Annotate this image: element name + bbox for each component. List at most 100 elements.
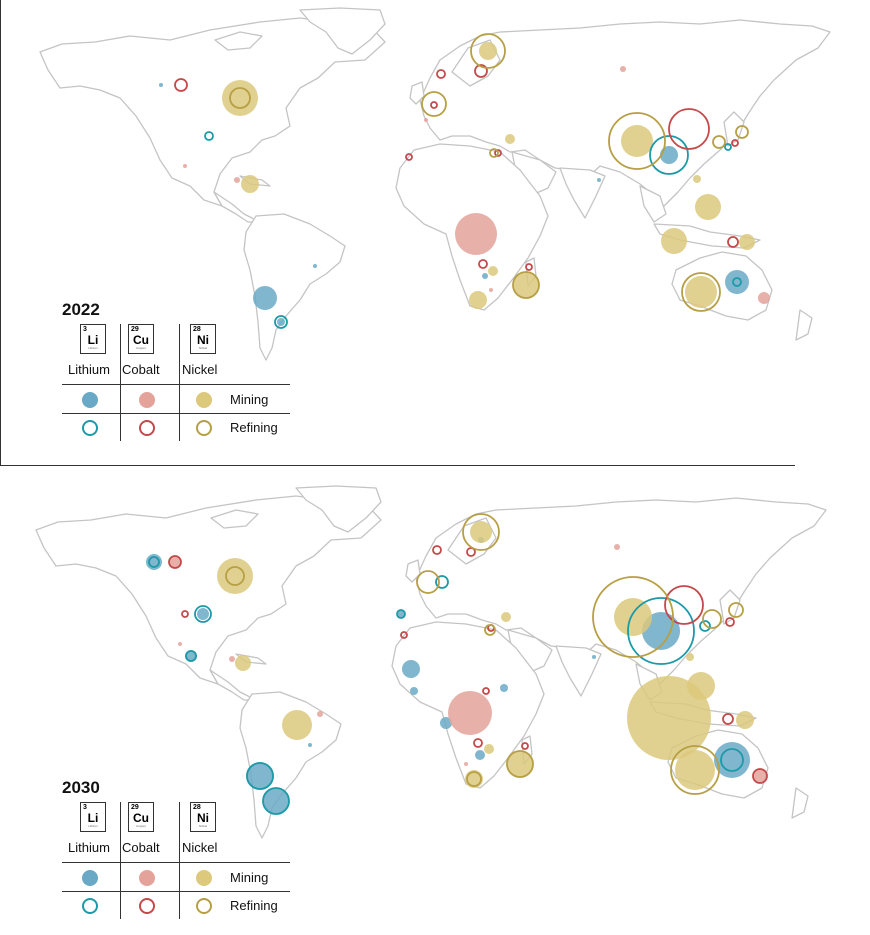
nickel-mining-marker (675, 750, 715, 790)
lithium-mining-marker (246, 762, 274, 790)
element-tile-name: Nickel (198, 346, 208, 350)
atomic-number: 29 (131, 804, 139, 811)
element-tile-name: Copper (136, 824, 146, 828)
element-name: Cobalt (122, 362, 160, 377)
cobalt-refining-marker (521, 742, 529, 750)
nickel-mining-marker (501, 612, 511, 622)
nickel-refining-swatch (196, 898, 212, 914)
nickel-mining-marker (282, 710, 312, 740)
element-tile: 29 Cu Copper (128, 802, 154, 832)
cobalt-refining-marker (494, 149, 502, 157)
india (555, 645, 602, 697)
legend-rule (62, 413, 290, 414)
map-panel-2022: 2022 3 Li Lithium Lithium 29 Cu Copper C… (0, 0, 870, 466)
nickel-mining-marker (479, 42, 497, 60)
atomic-number: 28 (193, 804, 201, 811)
world-map-2030 (35, 485, 827, 839)
cobalt-mining-marker (448, 691, 492, 735)
nickel-refining-marker (681, 272, 721, 312)
cobalt-mining-marker (614, 544, 620, 550)
nickel-refining-swatch (196, 420, 212, 436)
element-name: Lithium (68, 362, 110, 377)
cobalt-mining-marker (317, 711, 323, 717)
legend-rule (62, 891, 290, 892)
cobalt-refining-marker (725, 617, 735, 627)
cobalt-mining-marker (183, 164, 187, 168)
north-america (39, 17, 386, 207)
nickel-refining-marker (484, 624, 496, 636)
element-name: Nickel (182, 840, 218, 855)
nickel-mining-marker (469, 291, 487, 309)
nickel-refining-marker (670, 745, 720, 795)
element-tile: 28 Ni Nickel (190, 324, 216, 354)
lithium-refining-marker (720, 748, 744, 772)
nickel-mining-marker (470, 521, 492, 543)
lithium-refining-marker (148, 556, 160, 568)
atomic-number: 29 (131, 326, 139, 333)
legend-rule (62, 862, 290, 863)
cobalt-refining-marker (525, 263, 533, 271)
element-name: Nickel (182, 362, 218, 377)
element-name: Lithium (68, 840, 110, 855)
nickel-refining-marker (608, 112, 666, 170)
element-symbol: Cu (133, 811, 149, 825)
cobalt-refining-marker (473, 738, 483, 748)
legend-mining-label: Mining (230, 870, 269, 885)
legend-divider (179, 802, 180, 919)
lithium-refining-marker (649, 135, 689, 175)
lithium-mining-marker (253, 286, 277, 310)
cobalt-refining-swatch (139, 898, 155, 914)
cobalt-refining-marker (727, 236, 739, 248)
japan (723, 111, 745, 147)
lithium-mining-marker (397, 610, 405, 618)
element-symbol: Cu (133, 333, 149, 347)
nickel-mining-swatch (196, 392, 212, 408)
lithium-mining-marker (185, 650, 197, 662)
cobalt-refining-marker (436, 69, 446, 79)
lithium-mining-marker (597, 178, 601, 182)
nickel-mining-marker (505, 134, 515, 144)
central-america (209, 669, 255, 701)
element-tile-name: Copper (136, 346, 146, 350)
cobalt-mining-marker (169, 556, 181, 568)
panel-year: 2022 (62, 300, 100, 319)
lithium-mining-marker (475, 750, 485, 760)
legend-mining-label: Mining (230, 392, 269, 407)
lithium-mining-marker (263, 788, 289, 814)
lithium-refining-marker (435, 575, 449, 589)
world-map-2022 (39, 7, 831, 361)
north-america (35, 495, 382, 685)
lithium-mining-marker (482, 273, 488, 279)
cobalt-mining-marker (753, 769, 767, 783)
cobalt-mining-marker (178, 642, 182, 646)
eurasia (415, 497, 827, 685)
lithium-mining-marker (660, 146, 678, 164)
nickel-refining-marker (712, 135, 726, 149)
element-tile-name: Lithium (88, 824, 98, 828)
nickel-refining-marker (416, 570, 440, 594)
nickel-refining-marker (421, 91, 447, 117)
nickel-refining-marker (229, 87, 251, 109)
lithium-mining-marker (159, 83, 163, 87)
cobalt-refining-marker (430, 101, 438, 109)
nickel-refining-marker (489, 148, 499, 158)
element-tile: 29 Cu Copper (128, 324, 154, 354)
nickel-refining-marker (462, 513, 500, 551)
lithium-refining-marker (699, 620, 711, 632)
cobalt-refining-marker (482, 687, 490, 695)
panel-year: 2030 (62, 778, 100, 797)
lithium-mining-marker (277, 318, 285, 326)
lithium-mining-swatch (82, 870, 98, 886)
eurasia (419, 19, 831, 207)
nickel-mining-marker (222, 80, 258, 116)
element-tile-name: Lithium (88, 346, 98, 350)
cobalt-refining-marker (664, 585, 704, 625)
nickel-refining-marker (592, 576, 674, 658)
cobalt-refining-marker (400, 631, 408, 639)
nickel-mining-marker (614, 598, 652, 636)
legend-divider (179, 324, 180, 441)
cobalt-refining-marker (174, 78, 188, 92)
nickel-refining-marker (512, 271, 540, 299)
land-layer (39, 7, 831, 361)
nickel-refining-marker (728, 602, 744, 618)
